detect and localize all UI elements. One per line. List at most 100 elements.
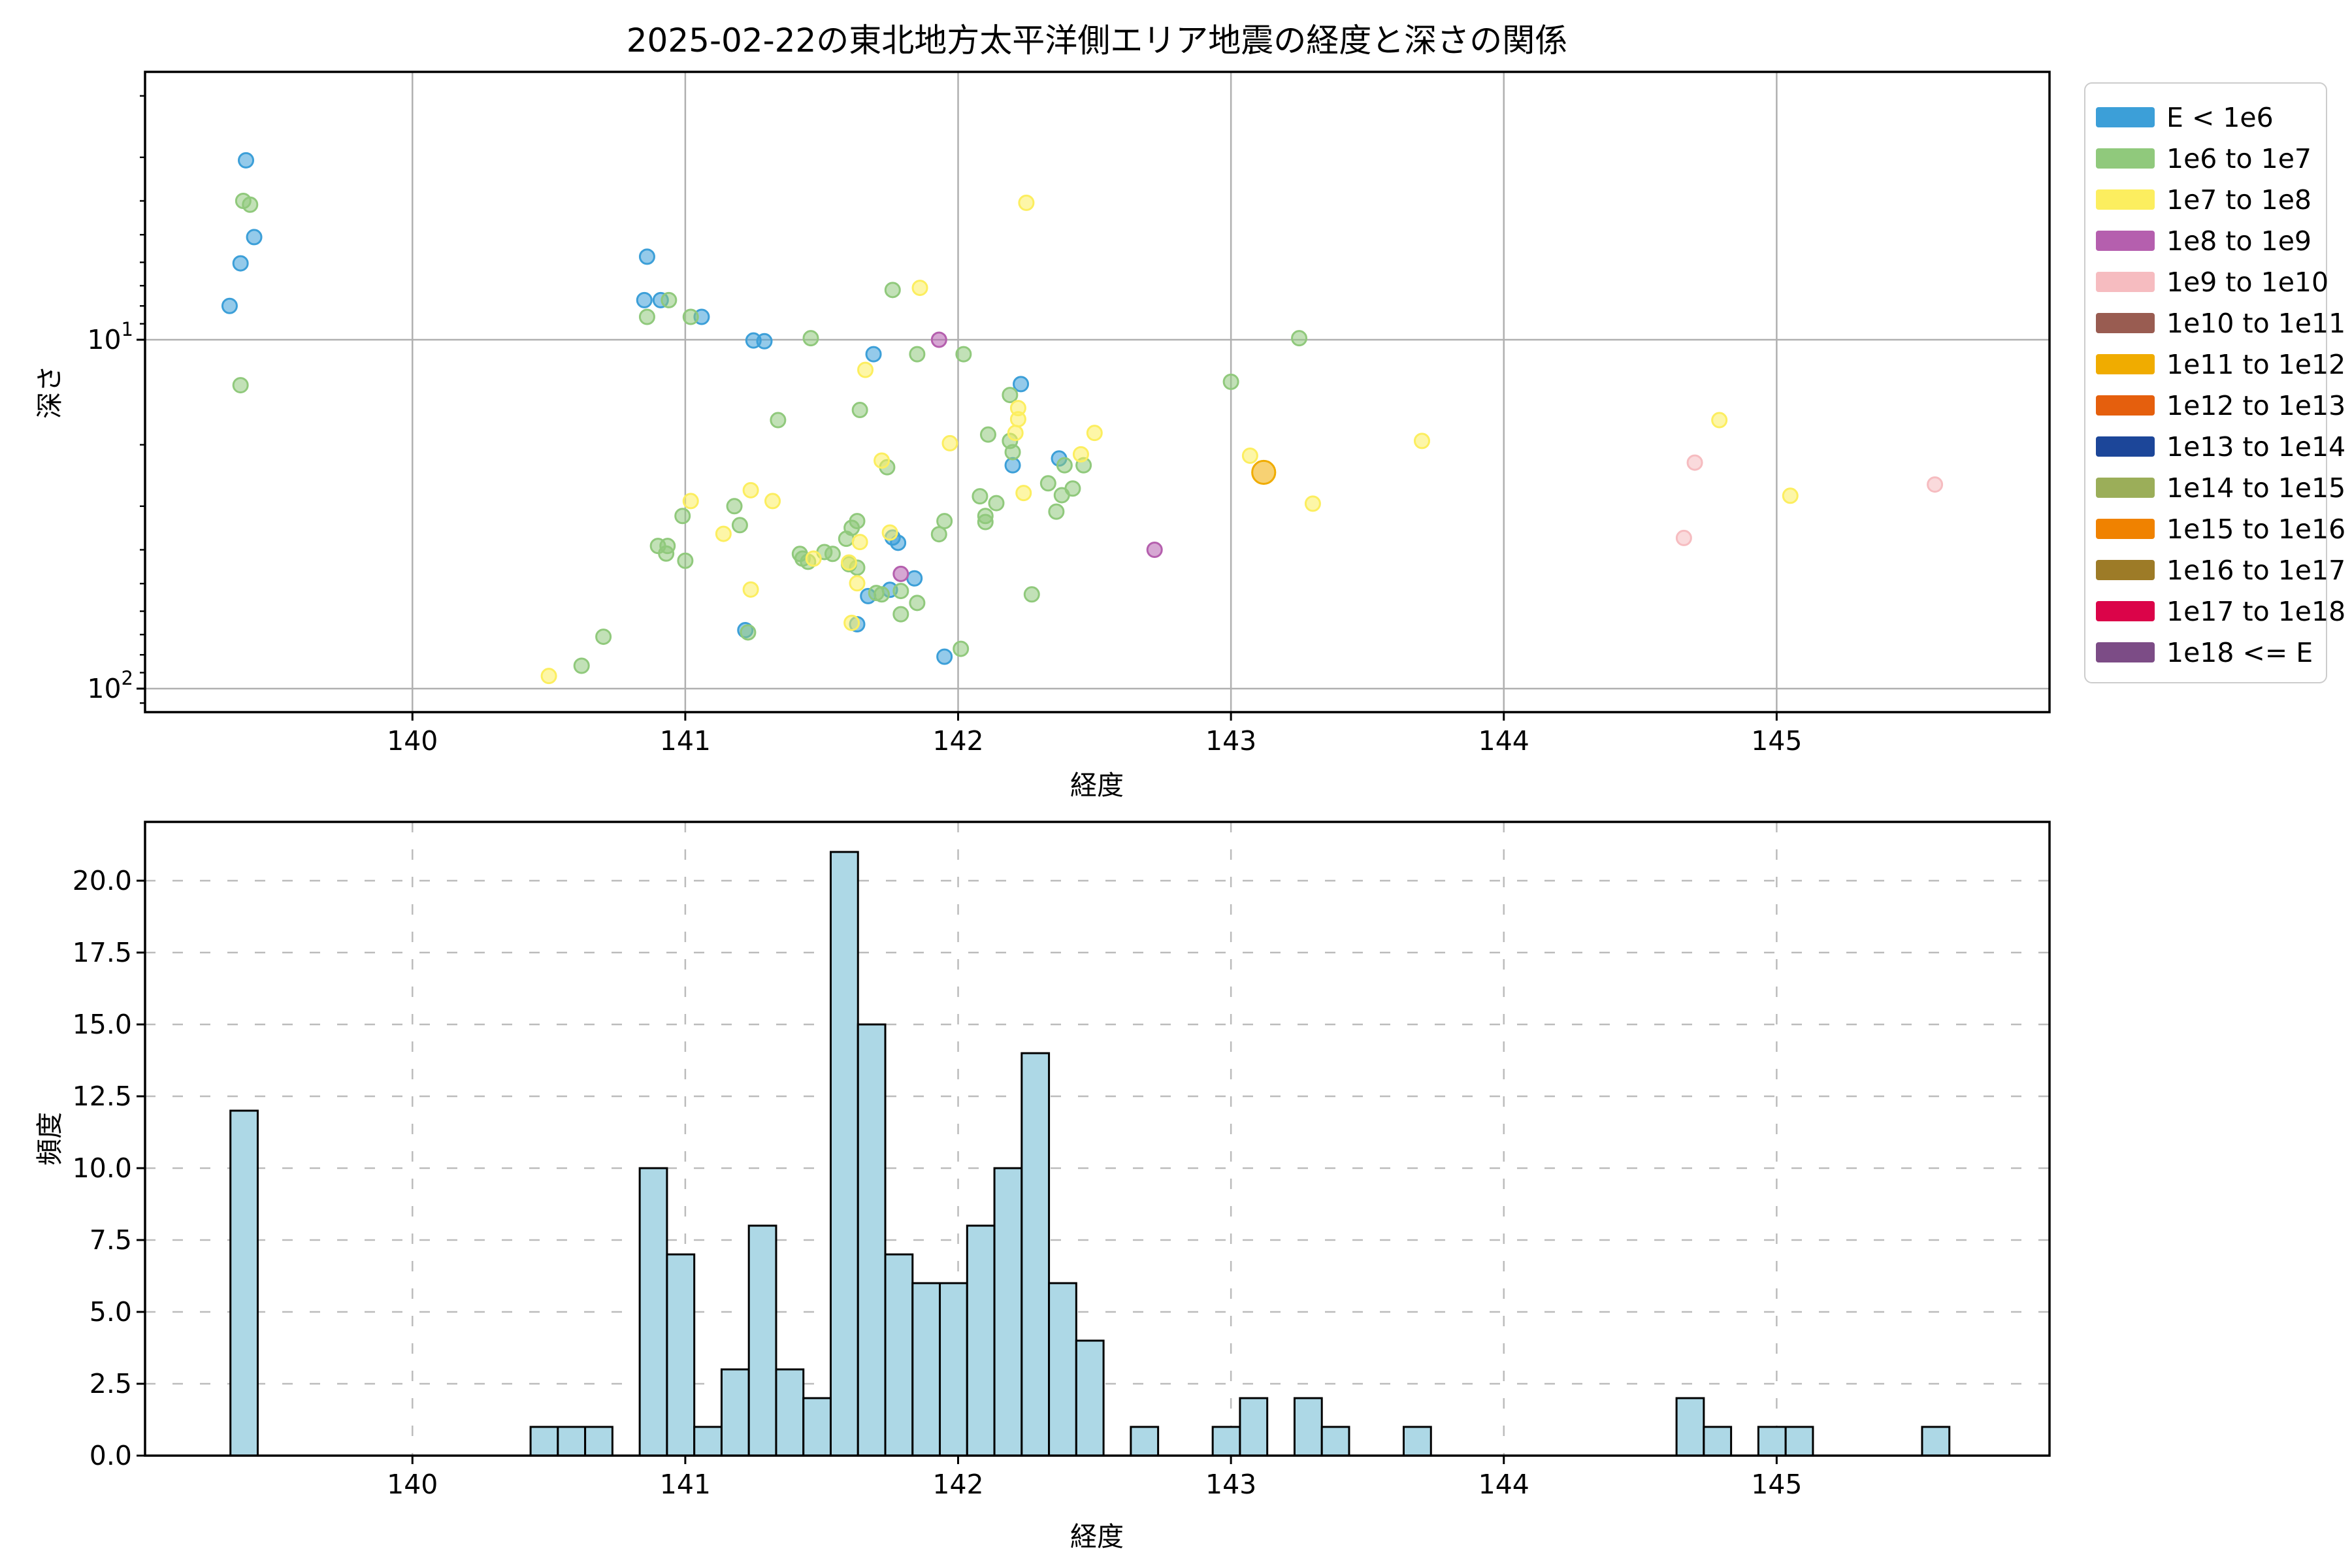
legend-swatch-icon bbox=[2096, 107, 2155, 127]
data-point bbox=[636, 291, 653, 308]
histogram-bar bbox=[884, 1253, 914, 1457]
histogram-bar bbox=[229, 1109, 259, 1457]
data-point bbox=[682, 493, 699, 510]
data-point bbox=[1015, 485, 1032, 502]
data-point bbox=[540, 668, 557, 685]
data-point bbox=[770, 412, 787, 429]
data-point bbox=[1002, 387, 1019, 404]
data-point bbox=[941, 434, 958, 451]
histogram-bar bbox=[775, 1368, 805, 1457]
data-point bbox=[238, 152, 255, 169]
legend-label: 1e13 to 1e14 bbox=[2166, 431, 2346, 463]
data-point bbox=[740, 624, 757, 641]
data-point bbox=[221, 297, 238, 314]
data-point bbox=[909, 346, 926, 363]
data-point bbox=[1048, 503, 1065, 520]
legend-swatch-icon bbox=[2096, 148, 2155, 169]
histogram-bar bbox=[911, 1282, 941, 1457]
legend-label: 1e7 to 1e8 bbox=[2166, 184, 2312, 216]
histogram-bar bbox=[1703, 1426, 1733, 1457]
histogram-bar bbox=[1239, 1397, 1269, 1457]
histogram-bar bbox=[1675, 1397, 1705, 1457]
data-point bbox=[242, 196, 259, 213]
data-point bbox=[1686, 454, 1703, 471]
data-point bbox=[731, 517, 748, 534]
histogram-bar bbox=[1402, 1426, 1432, 1457]
scatter-xlabel: 経度 bbox=[1070, 770, 1124, 801]
data-point bbox=[865, 346, 882, 363]
legend-item-0: E < 1e6 bbox=[2096, 97, 2326, 138]
histogram-bar bbox=[802, 1397, 832, 1457]
legend-item-6: 1e11 to 1e12 bbox=[2096, 344, 2345, 385]
data-point bbox=[892, 565, 909, 582]
histogram-bar bbox=[1130, 1426, 1160, 1457]
histogram-bar bbox=[1048, 1282, 1077, 1457]
data-point bbox=[638, 248, 655, 265]
data-point bbox=[906, 570, 923, 587]
data-point bbox=[892, 606, 909, 623]
tick-label-x: 144 bbox=[1478, 1469, 1529, 1500]
data-point bbox=[232, 377, 249, 394]
legend-item-1: 1e6 to 1e7 bbox=[2096, 138, 2326, 179]
data-point bbox=[1927, 476, 1944, 493]
data-point bbox=[1086, 425, 1103, 442]
histogram-bar bbox=[1293, 1397, 1323, 1457]
data-point bbox=[881, 524, 898, 541]
legend-swatch-icon bbox=[2096, 189, 2155, 210]
scatter-plot: 140 141 142 143 144 145 101 102 bbox=[87, 71, 2051, 757]
tick-label-y: 102 bbox=[87, 667, 133, 704]
axes-frame bbox=[144, 71, 2051, 713]
histogram-bar bbox=[939, 1282, 968, 1457]
data-point bbox=[682, 308, 699, 325]
data-point bbox=[1251, 459, 1277, 485]
legend-label: 1e6 to 1e7 bbox=[2166, 142, 2312, 174]
tick-label-x: 143 bbox=[1205, 1469, 1256, 1500]
tick-label-y: 7.5 bbox=[90, 1224, 132, 1256]
tick-label-x: 143 bbox=[1205, 725, 1256, 757]
data-point bbox=[838, 531, 855, 547]
data-point bbox=[726, 498, 743, 515]
data-point bbox=[911, 280, 928, 297]
tick-label-x: 141 bbox=[660, 1469, 711, 1500]
data-point bbox=[977, 514, 994, 531]
legend-item-10: 1e15 to 1e16 bbox=[2096, 508, 2345, 549]
data-point bbox=[1072, 446, 1089, 463]
tick-label-x: 141 bbox=[660, 725, 711, 757]
data-point bbox=[756, 333, 773, 350]
data-point bbox=[824, 546, 841, 563]
tick-label-x: 144 bbox=[1478, 725, 1529, 757]
legend-swatch-icon bbox=[2096, 478, 2155, 498]
data-point bbox=[849, 575, 866, 592]
data-point bbox=[1023, 586, 1040, 603]
legend-label: 1e8 to 1e9 bbox=[2166, 225, 2312, 257]
data-point bbox=[1413, 433, 1430, 449]
legend: E < 1e6 1e6 to 1e7 1e7 to 1e8 1e8 to 1e9 1e9… bbox=[2084, 82, 2345, 683]
tick-label-x: 145 bbox=[1751, 1469, 1802, 1500]
legend-label: 1e10 to 1e11 bbox=[2166, 307, 2346, 339]
tick-label-y: 101 bbox=[87, 318, 133, 355]
legend-label: 1e18 <= E bbox=[2166, 636, 2313, 668]
tick-label-y: 0.0 bbox=[90, 1440, 132, 1471]
histogram-bar bbox=[666, 1253, 696, 1457]
tick-label-y: 20.0 bbox=[73, 865, 132, 896]
scatter-ylabel: 深さ bbox=[34, 365, 65, 419]
tick-label-x: 140 bbox=[387, 725, 438, 757]
data-point bbox=[246, 229, 263, 246]
data-point bbox=[1146, 542, 1163, 559]
data-point bbox=[1675, 529, 1692, 546]
histogram-bar bbox=[857, 1023, 887, 1457]
data-point bbox=[764, 493, 781, 510]
data-point bbox=[1009, 411, 1026, 428]
data-point bbox=[595, 629, 612, 645]
histogram-bar bbox=[1075, 1339, 1105, 1457]
data-point bbox=[715, 525, 732, 542]
histogram-bar bbox=[993, 1167, 1023, 1457]
legend-label: 1e14 to 1e15 bbox=[2166, 472, 2346, 504]
data-point bbox=[1004, 444, 1021, 461]
data-point bbox=[884, 282, 901, 299]
tick-label-x: 142 bbox=[932, 725, 983, 757]
data-point bbox=[1241, 448, 1258, 465]
legend-swatch-icon bbox=[2096, 519, 2155, 539]
